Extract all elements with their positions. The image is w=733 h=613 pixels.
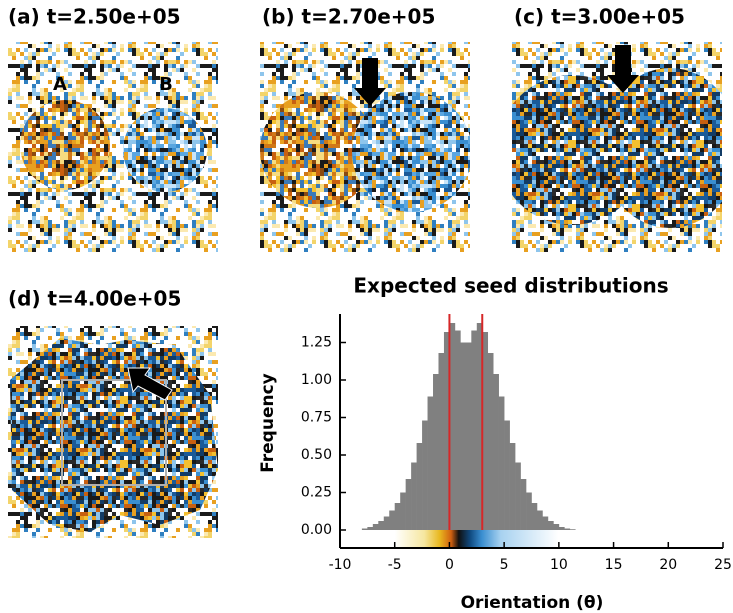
bar	[531, 503, 538, 530]
bar	[411, 462, 417, 530]
bar	[482, 332, 489, 530]
bar	[526, 492, 532, 530]
arrow	[607, 45, 639, 93]
bar	[400, 492, 406, 530]
bar	[476, 323, 483, 530]
bar	[547, 521, 554, 530]
bar	[460, 342, 467, 530]
y-tick-label: 0.75	[301, 410, 332, 426]
bar	[487, 353, 494, 530]
bar	[520, 479, 527, 530]
bar	[536, 510, 543, 530]
grain-b	[600, 68, 722, 228]
bar	[498, 396, 505, 530]
bar	[389, 510, 396, 530]
bar	[405, 479, 412, 530]
bar	[569, 529, 576, 530]
y-tick-label: 0.00	[301, 522, 332, 538]
chart-title: Expected seed distributions	[353, 274, 668, 298]
panel-title: (b) t=2.70e+05	[262, 5, 435, 29]
bar	[564, 528, 571, 530]
x-tick-label: 25	[714, 557, 732, 573]
colorbar	[340, 530, 723, 548]
x-tick-label: -10	[329, 557, 352, 573]
grain-label: B	[159, 74, 173, 95]
bar	[383, 516, 390, 530]
panel-title: (c) t=3.00e+05	[514, 5, 685, 29]
y-tick-label: 1.25	[301, 335, 332, 351]
bar	[416, 443, 423, 530]
grain	[10, 338, 218, 532]
grain-a	[260, 92, 376, 208]
x-tick-label: 0	[445, 557, 454, 573]
y-tick-label: 1.00	[301, 372, 332, 388]
bar	[438, 353, 445, 530]
grain-a	[20, 100, 110, 190]
bar	[443, 332, 450, 530]
bar	[542, 516, 549, 530]
x-tick-label: 5	[500, 557, 509, 573]
y-tick-label: 0.25	[301, 485, 332, 501]
box	[61, 379, 167, 486]
y-axis-label: Frequency	[258, 373, 278, 473]
x-tick-label: 20	[659, 557, 677, 573]
bar	[367, 527, 374, 530]
panel-title: (a) t=2.50e+05	[8, 5, 181, 29]
bar	[509, 443, 516, 530]
x-tick-label: -5	[388, 557, 402, 573]
bar	[471, 330, 478, 530]
bar	[558, 527, 565, 530]
bar	[454, 330, 461, 530]
bar	[361, 528, 368, 530]
panel-title: (d) t=4.00e+05	[8, 287, 181, 311]
bar	[372, 524, 379, 530]
x-tick-label: 10	[550, 557, 568, 573]
arrow	[354, 58, 386, 106]
panel-c	[512, 42, 722, 252]
bar	[504, 420, 510, 530]
bar	[433, 374, 439, 530]
bar	[427, 396, 434, 530]
y-tick-label: 0.50	[301, 447, 332, 463]
bar	[378, 521, 385, 530]
x-axis-label: Orientation (θ)	[461, 593, 604, 613]
panel-d	[8, 326, 218, 538]
grain-label: A	[53, 74, 67, 95]
arrow	[127, 367, 173, 401]
plot: 0.00 0.25 0.50 0.75 1.00 1.25 -10 -5 0 5 10 15 20 25	[301, 314, 732, 573]
bar	[449, 323, 456, 530]
images	[8, 42, 722, 538]
bar	[394, 503, 401, 530]
bar	[493, 374, 499, 530]
x-tick-label: 15	[605, 557, 623, 573]
bar	[515, 462, 521, 530]
bar	[422, 420, 428, 530]
grain-b	[352, 92, 470, 212]
bar	[553, 524, 560, 530]
grain-b	[123, 108, 207, 192]
panel-a	[8, 42, 218, 252]
bar	[465, 342, 472, 530]
panel-b	[260, 42, 470, 252]
